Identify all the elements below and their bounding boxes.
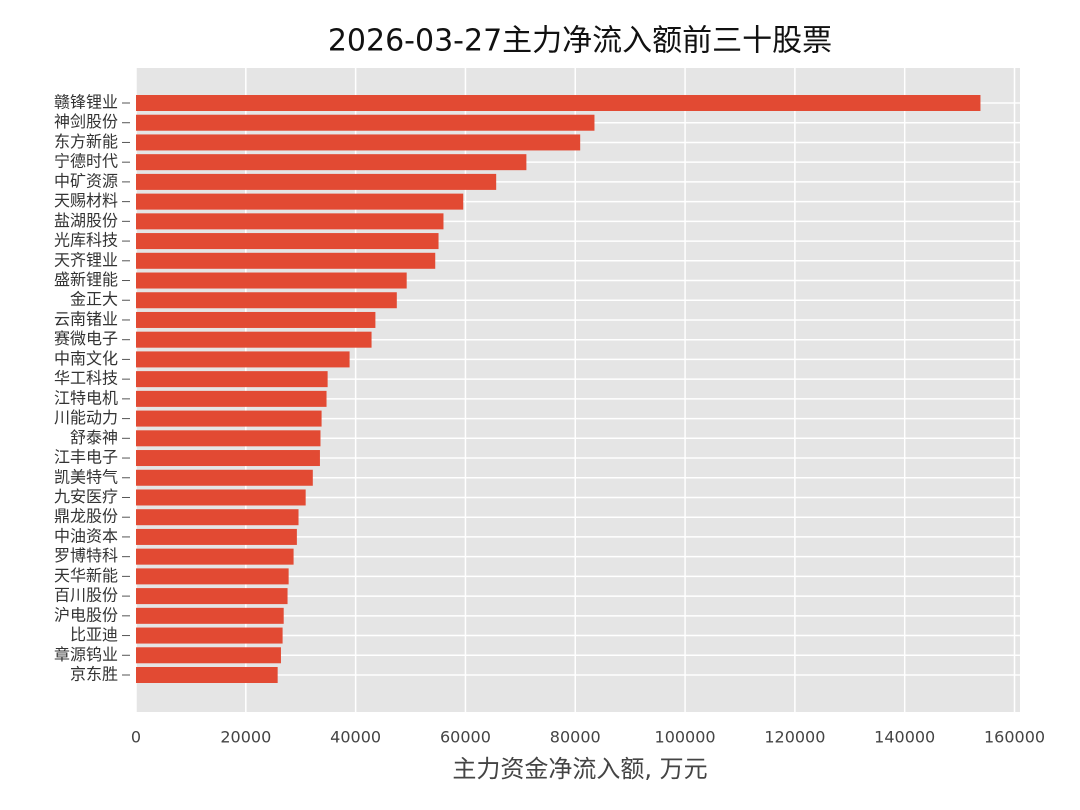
y-tick-label: 赛微电子 xyxy=(54,329,118,348)
bar xyxy=(136,173,497,190)
y-tick-label: 江特电机 xyxy=(54,388,118,407)
x-tick-label: 0 xyxy=(131,728,141,747)
y-tick-label: 京东胜 xyxy=(70,665,118,684)
x-axis-label: 主力资金净流入额, 万元 xyxy=(452,755,707,783)
bar xyxy=(136,647,281,664)
bar xyxy=(136,390,327,407)
bar xyxy=(136,114,595,131)
bar xyxy=(136,509,299,526)
y-tick-label: 舒泰神 xyxy=(70,428,118,447)
y-tick-label: 百川股份 xyxy=(54,586,118,605)
y-tick-label: 中南文化 xyxy=(54,349,118,368)
y-tick-label: 江丰电子 xyxy=(54,448,118,467)
y-tick-label: 华工科技 xyxy=(54,369,118,388)
x-tick-label: 160000 xyxy=(984,728,1045,747)
bar xyxy=(136,469,313,486)
bar xyxy=(136,489,306,506)
y-tick-label: 鼎龙股份 xyxy=(54,507,118,526)
x-tick-label: 120000 xyxy=(764,728,825,747)
bar xyxy=(136,213,444,230)
bar xyxy=(136,331,372,348)
bar xyxy=(136,351,350,368)
y-tick-label: 神剑股份 xyxy=(54,112,118,131)
bar xyxy=(136,588,288,605)
y-tick-label: 光库科技 xyxy=(54,231,118,250)
y-tick-label: 川能动力 xyxy=(54,408,118,427)
bar xyxy=(136,134,581,151)
y-tick-label: 中矿资源 xyxy=(54,171,118,190)
chart-title: 2026-03-27主力净流入额前三十股票 xyxy=(328,24,832,59)
bar xyxy=(136,371,328,388)
bar xyxy=(136,272,407,289)
y-tick-label: 云南锗业 xyxy=(54,309,118,328)
y-tick-label: 盐湖股份 xyxy=(54,211,118,230)
x-tick-label: 140000 xyxy=(874,728,935,747)
bar xyxy=(136,252,436,269)
y-tick-label: 罗博特科 xyxy=(54,546,118,565)
bar xyxy=(136,95,981,111)
y-tick-label: 金正大 xyxy=(70,290,118,309)
bar xyxy=(136,607,284,624)
y-tick-label: 天华新能 xyxy=(54,566,118,585)
bar xyxy=(136,667,278,683)
y-tick-label: 中油资本 xyxy=(54,526,118,545)
bar xyxy=(136,568,289,585)
bar xyxy=(136,548,294,565)
x-tick-label: 100000 xyxy=(655,728,716,747)
y-tick-label: 比亚迪 xyxy=(70,625,118,644)
bar xyxy=(136,311,376,328)
bar xyxy=(136,154,527,171)
bar xyxy=(136,528,297,545)
bar xyxy=(136,450,320,467)
bar xyxy=(136,410,322,427)
x-tick-label: 80000 xyxy=(550,728,601,747)
bar xyxy=(136,627,283,644)
y-tick-label: 宁德时代 xyxy=(54,152,118,171)
bar xyxy=(136,430,321,447)
x-tick-label: 60000 xyxy=(440,728,491,747)
y-tick-label: 九安医疗 xyxy=(54,487,118,506)
bar xyxy=(136,292,397,309)
x-tick-label: 20000 xyxy=(220,728,271,747)
y-tick-label: 天齐锂业 xyxy=(54,250,118,269)
y-tick-label: 东方新能 xyxy=(54,132,118,151)
y-tick-label: 沪电股份 xyxy=(54,605,118,624)
x-tick-label: 40000 xyxy=(330,728,381,747)
bar xyxy=(136,193,464,210)
bar xyxy=(136,233,439,250)
y-tick-label: 天赐材料 xyxy=(54,191,118,210)
y-tick-label: 盛新锂能 xyxy=(54,270,118,289)
y-tick-label: 赣锋锂业 xyxy=(54,93,118,112)
y-tick-label: 凯美特气 xyxy=(54,467,118,486)
y-tick-label: 章源钨业 xyxy=(54,645,118,664)
